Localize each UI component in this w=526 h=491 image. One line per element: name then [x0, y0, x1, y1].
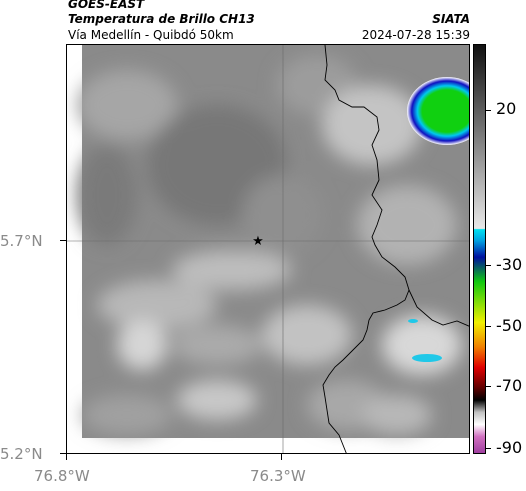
region-subtitle: Vía Medellín - Quibdó 50km	[68, 28, 234, 42]
storm-cell-south	[412, 354, 442, 362]
lon-label-76-8: 76.8°W	[34, 467, 90, 485]
satellite-title: GOES-EAST	[68, 0, 145, 11]
boundary-line	[322, 45, 410, 453]
lat-label-5-2: 5.2°N	[0, 445, 43, 463]
lat-label-5-7: 5.7°N	[0, 232, 43, 250]
colorbar-label-minus90: -90	[496, 438, 523, 457]
lat-tick-5-7	[60, 240, 66, 241]
star-icon: ★	[252, 234, 264, 249]
timestamp-label: 2024-07-28 15:39	[361, 28, 470, 42]
satellite-map[interactable]: ★	[66, 44, 470, 454]
storm-cell-small	[408, 319, 418, 323]
colorbar	[473, 44, 486, 454]
lat-tick-5-2	[60, 453, 66, 454]
organization-label: SIATA	[432, 12, 470, 26]
colorbar-label-minus70: -70	[496, 376, 523, 395]
colorbar-label-minus30: -30	[496, 255, 523, 274]
storm-cell-northeast	[407, 77, 469, 145]
colorbar-label-minus50: -50	[496, 316, 523, 335]
lon-tick-76-8	[66, 454, 67, 460]
boundary-branch	[408, 289, 469, 327]
product-title: Temperatura de Brillo CH13	[68, 12, 255, 26]
satellite-imagery: ★	[67, 45, 469, 453]
lon-label-76-3: 76.3°W	[250, 467, 306, 485]
colorbar-label-20: 20	[496, 99, 517, 118]
lon-tick-76-3	[281, 454, 282, 460]
